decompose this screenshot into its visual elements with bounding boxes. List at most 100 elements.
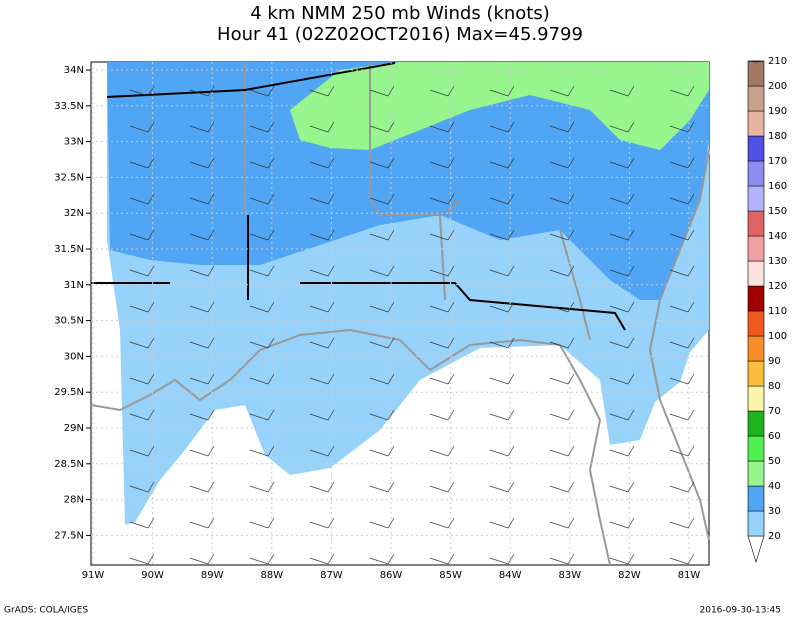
wind-barb xyxy=(429,157,455,169)
wind-barb xyxy=(609,481,635,493)
wind-barb xyxy=(309,157,335,169)
colorbar-label: 70 xyxy=(768,406,781,417)
wind-barb xyxy=(189,445,215,457)
wind-barb xyxy=(489,373,515,385)
wind-barb xyxy=(129,229,155,241)
wind-barb xyxy=(549,157,575,169)
wind-barb xyxy=(129,409,155,421)
wind-barb xyxy=(669,301,695,313)
colorbar-label: 160 xyxy=(768,181,787,192)
colorbar-label: 120 xyxy=(768,281,787,292)
wind-barb xyxy=(369,373,395,385)
wind-barb xyxy=(189,265,215,277)
lat-label: 30.5N xyxy=(54,316,84,327)
lat-label: 34N xyxy=(64,65,84,76)
wind-barb xyxy=(309,193,335,205)
wind-barb xyxy=(429,229,455,241)
wind-barb xyxy=(189,229,215,241)
wind-barb xyxy=(249,229,275,241)
wind-barb xyxy=(309,121,335,133)
wind-barb xyxy=(609,517,635,529)
colorbar-swatch xyxy=(747,60,765,63)
wind-barb xyxy=(369,301,395,313)
wind-barb xyxy=(249,409,275,421)
colorbar-swatch xyxy=(747,110,765,137)
wind-barb xyxy=(549,373,575,385)
wind-barb xyxy=(369,481,395,493)
wind-barb xyxy=(669,193,695,205)
colorbar-label: 110 xyxy=(768,306,787,317)
wind-barb xyxy=(249,157,275,169)
wind-barb xyxy=(429,301,455,313)
wind-barb xyxy=(549,265,575,277)
wind-barb xyxy=(189,193,215,205)
wind-barb xyxy=(129,85,155,97)
wind-barb xyxy=(429,373,455,385)
lat-label: 32.5N xyxy=(54,172,84,183)
lon-label: 81W xyxy=(678,570,701,581)
wind-barb xyxy=(669,121,695,133)
lon-label: 85W xyxy=(439,570,462,581)
wind-barb xyxy=(669,373,695,385)
colorbar-swatch xyxy=(747,485,765,512)
wind-barb xyxy=(609,373,635,385)
lon-label: 87W xyxy=(320,570,343,581)
wind-barb xyxy=(669,157,695,169)
colorbar-label: 50 xyxy=(768,456,781,467)
colorbar-label: 200 xyxy=(768,81,787,92)
wind-barb xyxy=(309,409,335,421)
wind-barb xyxy=(489,553,515,565)
wind-barb xyxy=(309,229,335,241)
wind-barb xyxy=(129,265,155,277)
wind-barb xyxy=(669,265,695,277)
wind-barb xyxy=(549,193,575,205)
colorbar-label: 140 xyxy=(768,231,787,242)
wind-barb xyxy=(429,409,455,421)
wind-barb xyxy=(189,157,215,169)
wind-barb xyxy=(309,553,335,565)
wind-barb xyxy=(369,517,395,529)
wind-barb xyxy=(549,301,575,313)
footer-left: GrADS: COLA/IGES xyxy=(4,606,88,616)
colorbar-label: 100 xyxy=(768,331,787,342)
map-area xyxy=(90,61,710,566)
wind-barb xyxy=(489,157,515,169)
wind-barb xyxy=(549,121,575,133)
wind-barb xyxy=(489,265,515,277)
colorbar-label: 60 xyxy=(768,431,781,442)
wind-barb xyxy=(129,553,155,565)
wind-barb xyxy=(489,517,515,529)
wind-barb xyxy=(189,517,215,529)
state-borders xyxy=(91,62,626,331)
wind-barb xyxy=(189,301,215,313)
lat-label: 32N xyxy=(64,208,84,219)
wind-barb xyxy=(429,445,455,457)
wind-barb xyxy=(129,121,155,133)
wind-barb xyxy=(249,337,275,349)
wind-barb xyxy=(609,337,635,349)
wind-barb xyxy=(429,337,455,349)
wind-barb xyxy=(429,481,455,493)
wind-barb xyxy=(309,517,335,529)
wind-barb xyxy=(489,85,515,97)
colorbar-label: 180 xyxy=(768,131,787,142)
wind-barb xyxy=(669,85,695,97)
colorbar-swatch xyxy=(747,135,765,162)
wind-barb xyxy=(369,265,395,277)
wind-barb xyxy=(549,229,575,241)
colorbar-label: 90 xyxy=(768,356,781,367)
wind-barb xyxy=(129,301,155,313)
colorbar-swatch xyxy=(747,335,765,362)
wind-barb xyxy=(249,373,275,385)
wind-barb xyxy=(429,553,455,565)
lat-label: 30N xyxy=(64,351,84,362)
wind-barb xyxy=(369,121,395,133)
wind-barb xyxy=(129,481,155,493)
colorbar-label: 80 xyxy=(768,381,781,392)
wind-barb xyxy=(489,481,515,493)
wind-barb xyxy=(369,445,395,457)
wind-barb xyxy=(249,481,275,493)
wind-barb xyxy=(609,229,635,241)
wind-barb xyxy=(489,337,515,349)
